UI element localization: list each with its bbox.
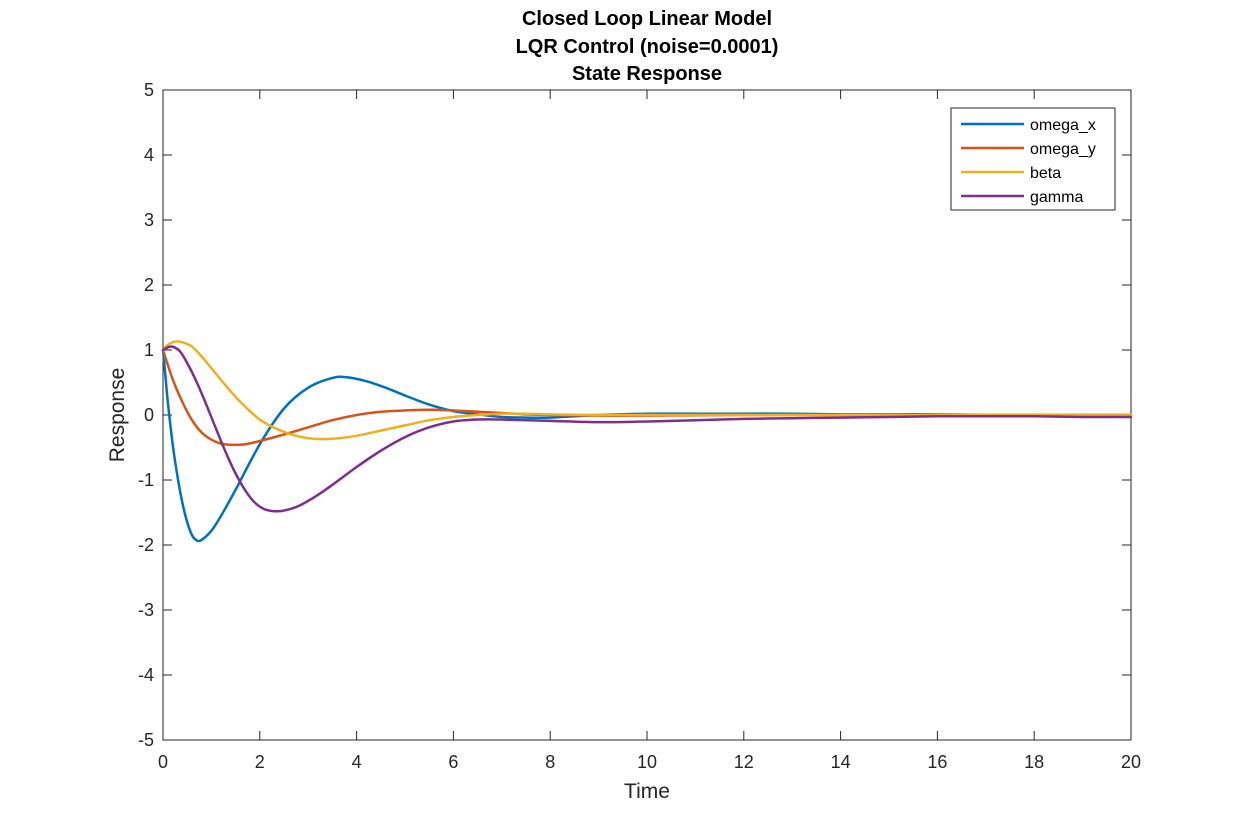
x-tick-label: 6	[448, 752, 458, 772]
x-tick-label: 16	[927, 752, 947, 772]
y-tick-label: -2	[138, 535, 154, 555]
chart-title-line-1: Closed Loop Linear Model	[522, 8, 772, 30]
y-tick-label: 2	[144, 275, 154, 295]
y-axis-label: Response	[106, 368, 129, 463]
y-tick-label: -5	[138, 730, 154, 750]
x-tick-label: 12	[734, 752, 754, 772]
x-tick-label: 8	[545, 752, 555, 772]
series-lines	[161, 340, 1133, 543]
x-tick-label: 14	[831, 752, 851, 772]
legend-label-beta: beta	[1030, 165, 1061, 182]
x-axis: 0 2 4 6 8 10 12 14 16 18 20	[158, 90, 1141, 772]
y-tick-label: 5	[144, 80, 154, 100]
y-axis: -5 -4 -3 -2 -1 0 1 2 3 4 5	[138, 80, 1131, 750]
y-tick-label: -3	[138, 600, 154, 620]
x-tick-label: 20	[1121, 752, 1141, 772]
x-tick-label: 18	[1024, 752, 1044, 772]
y-tick-label: 3	[144, 210, 154, 230]
y-tick-label: -1	[138, 470, 154, 490]
y-tick-label: 4	[144, 145, 154, 165]
x-tick-label: 4	[352, 752, 362, 772]
series-line-gamma	[161, 345, 1133, 513]
y-tick-label: -4	[138, 665, 154, 685]
legend-label-omega-y: omega_y	[1030, 141, 1096, 158]
legend-label-gamma: gamma	[1030, 189, 1083, 206]
legend-label-omega-x: omega_x	[1030, 117, 1096, 134]
x-axis-label: Time	[624, 780, 670, 803]
x-tick-label: 2	[255, 752, 265, 772]
y-tick-label: 1	[144, 340, 154, 360]
chart-title-line-2: LQR Control (noise=0.0001)	[516, 36, 779, 58]
series-line-beta	[161, 340, 1133, 441]
x-tick-label: 10	[637, 752, 657, 772]
y-tick-label: 0	[144, 405, 154, 425]
x-tick-label: 0	[158, 752, 168, 772]
chart-title: Closed Loop Linear Model LQR Control (no…	[516, 8, 779, 85]
chart-title-line-3: State Response	[572, 63, 722, 85]
